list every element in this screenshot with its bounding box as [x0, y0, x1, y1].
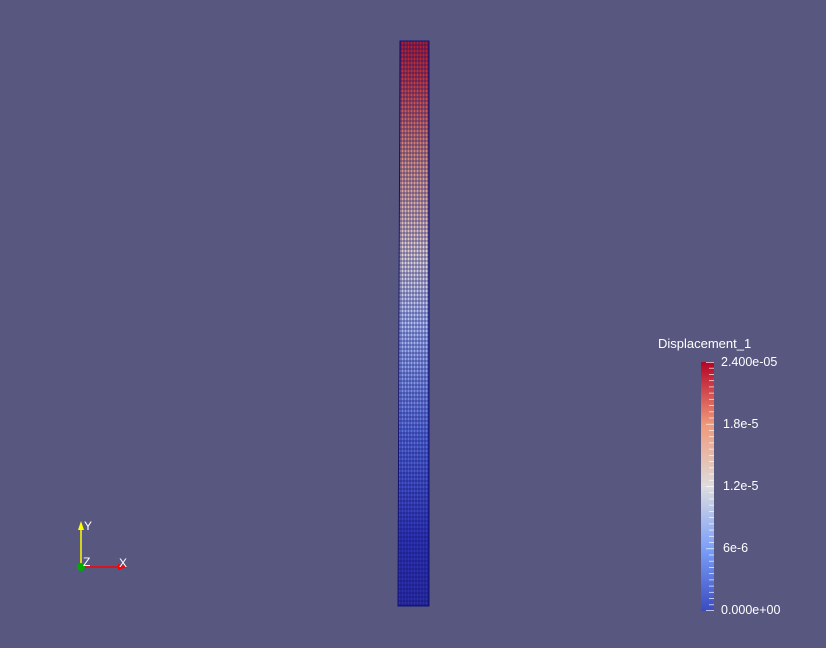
y-axis-label: Y — [84, 519, 93, 533]
x-axis-arrow-icon — [118, 564, 127, 570]
scalar-bar-tick-marks — [706, 362, 714, 611]
y-axis-arrow-icon — [78, 521, 84, 530]
scalar-bar-max-label: 2.400e-05 — [721, 355, 778, 369]
z-axis-label: Z — [83, 555, 91, 569]
scalar-bar-tick-label: 6e-6 — [723, 541, 749, 555]
scalar-bar-tick-label: 1.2e-5 — [723, 479, 759, 493]
scalar-bar[interactable] — [701, 362, 714, 611]
beam-grid-lines — [398, 41, 429, 606]
beam-mesh — [397, 40, 430, 607]
orientation-axes — [77, 521, 127, 571]
z-axis-dot-icon — [77, 563, 85, 571]
scalar-bar-title: Displacement_1 — [658, 336, 752, 351]
scalar-bar-tick-label: 1.8e-5 — [723, 417, 759, 431]
x-axis-label: X — [119, 556, 128, 570]
beam-outline — [397, 40, 430, 607]
scalar-bar-min-label: 0.000e+00 — [721, 603, 781, 617]
